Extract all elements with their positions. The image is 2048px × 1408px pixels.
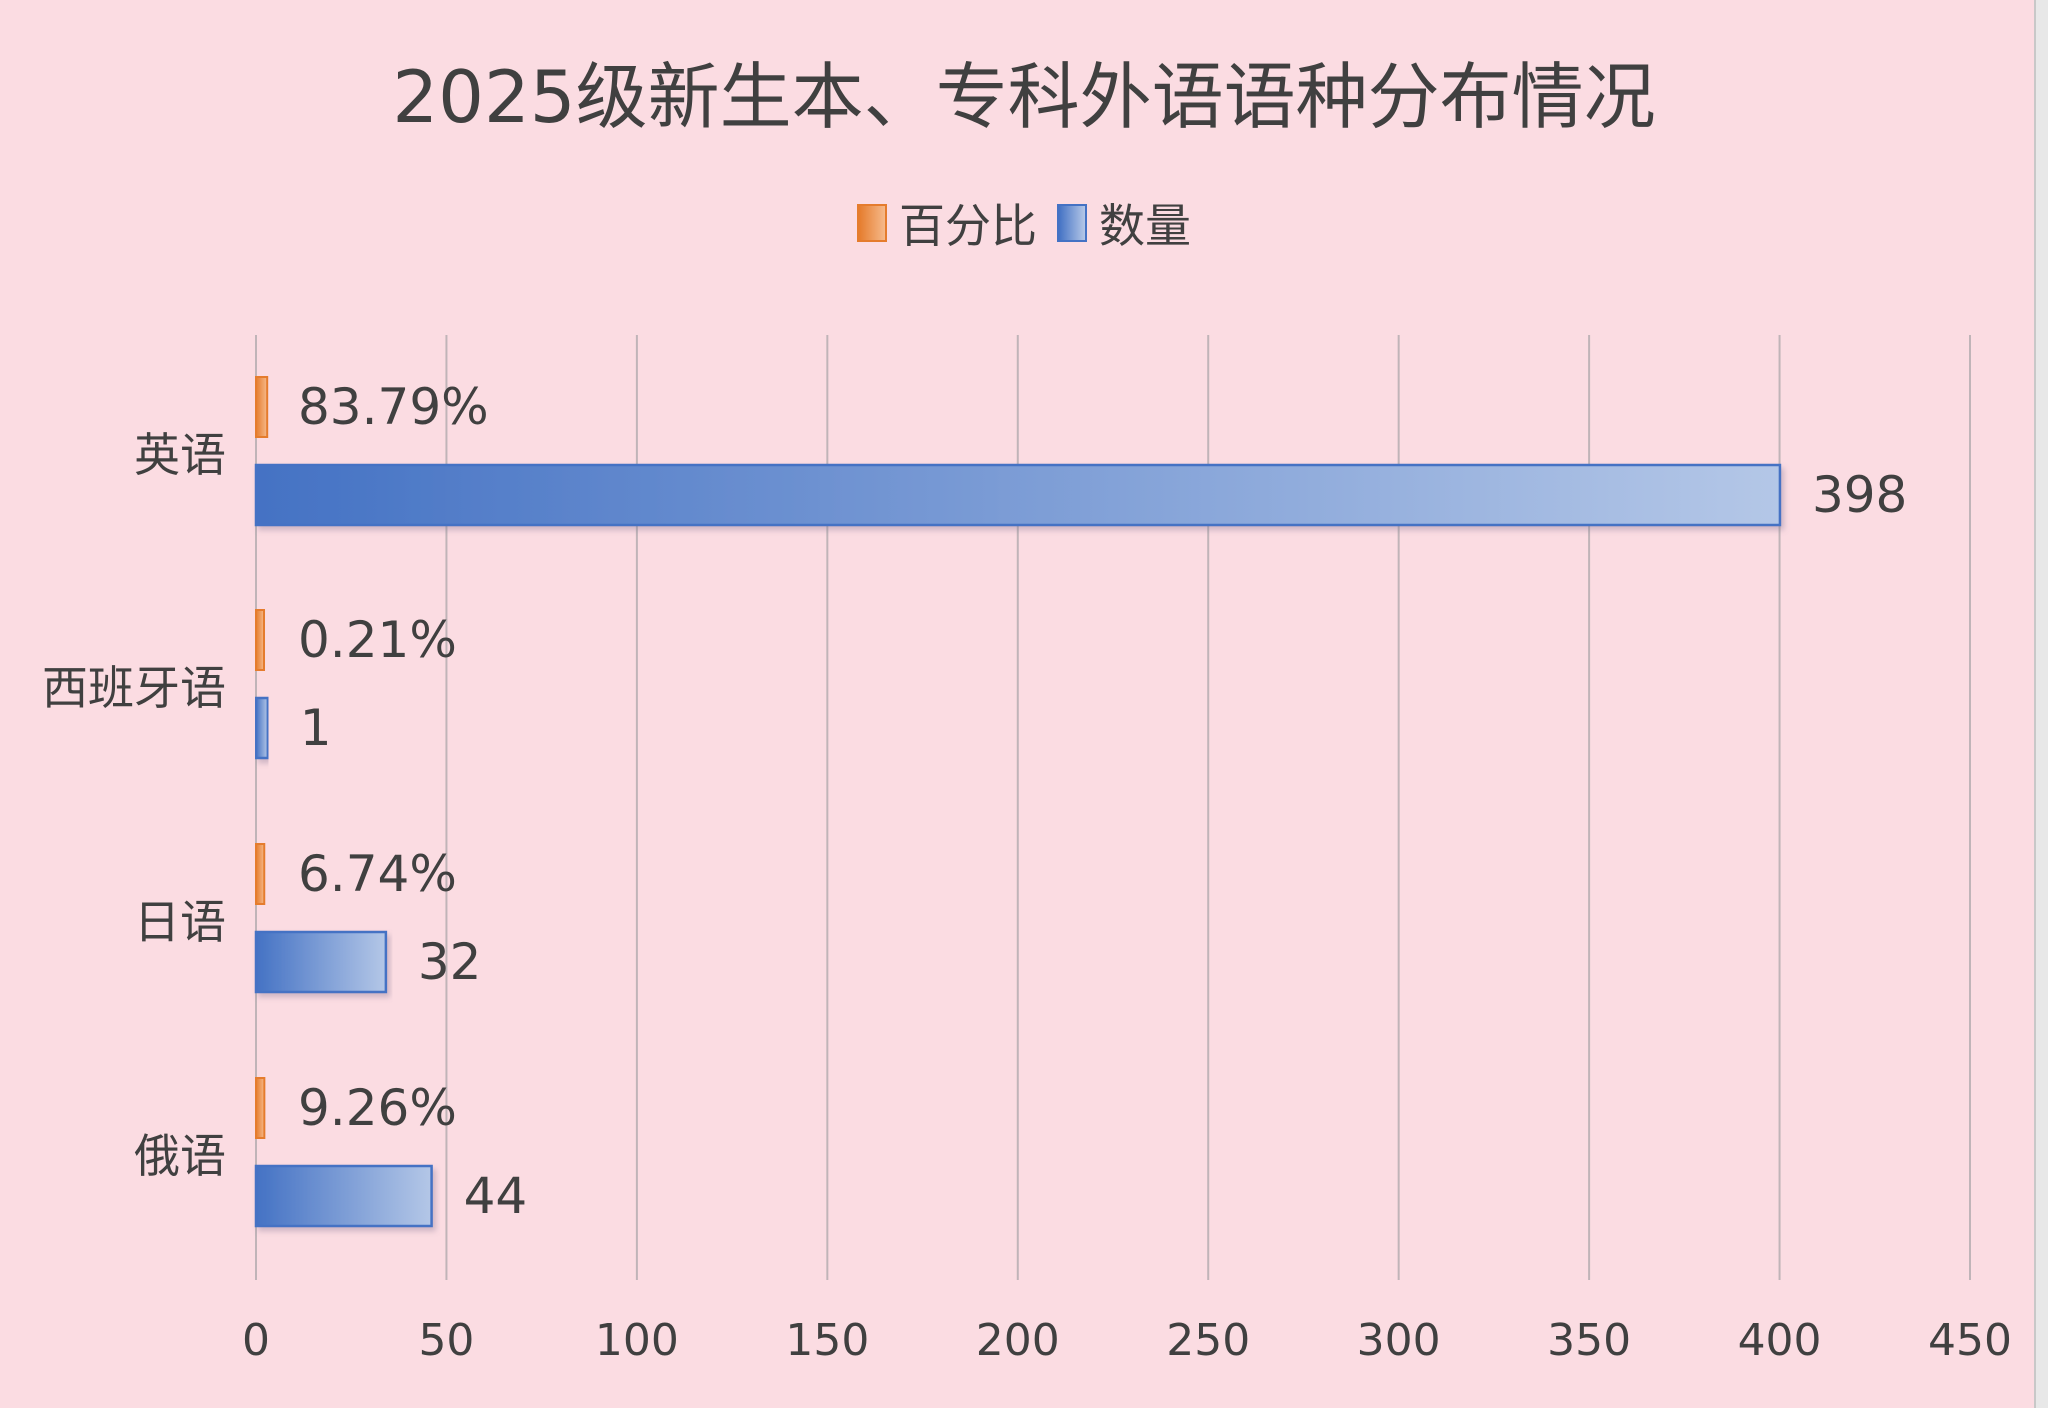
bar-count-2 [254, 930, 388, 994]
legend-entry-count: 数量 [1057, 190, 1191, 256]
bar-count-0 [254, 463, 1782, 527]
x-tick-label-150: 150 [785, 1315, 869, 1366]
legend: 百分比 数量 [0, 190, 2048, 256]
bar-percent-3 [255, 1077, 266, 1139]
data-label-percent-0: 83.79% [298, 378, 489, 436]
y-category-label-3: 俄语 [134, 1129, 226, 1183]
legend-entry-percent: 百分比 [857, 190, 1037, 256]
x-tick-label-0: 0 [242, 1315, 270, 1366]
data-label-count-0: 398 [1812, 466, 1907, 524]
data-label-count-2: 32 [418, 933, 482, 991]
bar-count-3 [254, 1164, 433, 1228]
x-tick-label-100: 100 [595, 1315, 679, 1366]
window-edge [2034, 0, 2048, 1408]
legend-swatch-percent [857, 204, 887, 242]
x-tick-label-200: 200 [976, 1315, 1060, 1366]
bar-percent-2 [255, 843, 266, 905]
data-label-percent-2: 6.74% [298, 845, 457, 903]
legend-label-percent: 百分比 [899, 199, 1037, 253]
chart-title: 2025级新生本、专科外语语种分布情况 [392, 55, 1656, 139]
x-tick-label-250: 250 [1166, 1315, 1250, 1366]
x-tick-label-400: 400 [1738, 1315, 1822, 1366]
data-label-percent-3: 9.26% [298, 1079, 457, 1137]
data-label-percent-1: 0.21% [298, 611, 457, 669]
x-tick-label-450: 450 [1928, 1315, 2012, 1366]
y-category-label-0: 英语 [134, 428, 226, 482]
x-tick-label-300: 300 [1357, 1315, 1441, 1366]
legend-swatch-count [1057, 204, 1087, 242]
y-category-label-1: 西班牙语 [42, 661, 226, 715]
bar-count-1 [254, 696, 270, 760]
x-tick-label-350: 350 [1547, 1315, 1631, 1366]
y-category-label-2: 日语 [134, 895, 226, 949]
data-label-count-1: 1 [300, 699, 332, 757]
bar-percent-1 [255, 609, 266, 671]
x-tick-label-50: 50 [418, 1315, 474, 1366]
data-label-count-3: 44 [464, 1167, 528, 1225]
bar-percent-0 [255, 376, 269, 438]
legend-label-count: 数量 [1099, 199, 1191, 253]
